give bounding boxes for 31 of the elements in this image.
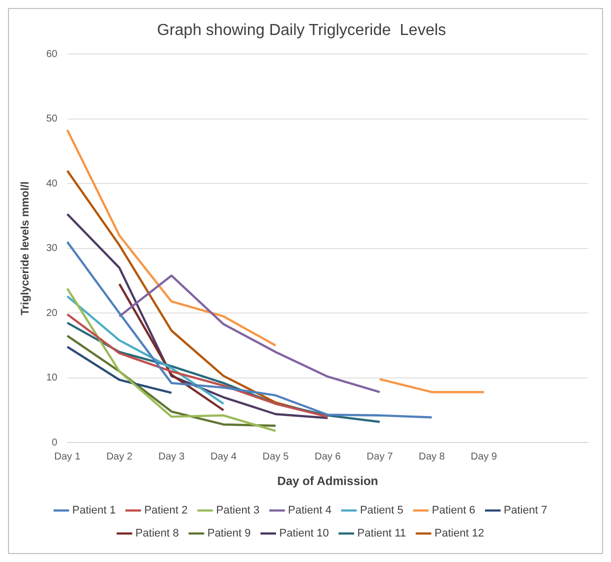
x-tick-label: Day 9: [470, 451, 498, 462]
legend-label: Patient 2: [144, 504, 188, 517]
y-tick-label: 50: [46, 114, 58, 125]
legend-label: Patient 3: [216, 504, 260, 517]
legend-label: Patient 10: [279, 528, 329, 540]
legend-label: Patient 8: [135, 528, 179, 540]
legend-label: Patient 6: [432, 504, 476, 517]
y-tick-label: 0: [52, 437, 58, 448]
y-tick-label: 10: [46, 372, 58, 384]
legend-label: Patient 11: [357, 528, 406, 540]
legend-label: Patient 5: [360, 504, 404, 517]
chart-title: Graph showing Daily Triglyceride Levels: [156, 22, 446, 40]
y-tick-label: 60: [46, 48, 58, 60]
x-tick-label: Day 6: [314, 451, 342, 462]
y-axis-title: Triglyceride levels mmol/l: [20, 181, 32, 316]
y-tick-label: 40: [46, 178, 58, 190]
x-tick-label: Day 5: [262, 451, 290, 462]
legend-label: Patient 12: [434, 528, 484, 540]
x-tick-label: Day 4: [210, 451, 238, 462]
y-tick-label: 30: [46, 243, 58, 254]
legend-label: Patient 7: [504, 504, 548, 517]
x-tick-label: Day 1: [54, 451, 81, 462]
legend-label: Patient 4: [288, 504, 332, 517]
legend-label: Patient 1: [72, 504, 116, 517]
legend-label: Patient 9: [207, 528, 251, 540]
x-tick-label: Day 7: [366, 451, 394, 462]
y-tick-label: 20: [46, 308, 58, 319]
x-tick-label: Day 8: [418, 451, 446, 462]
x-tick-label: Day 2: [106, 451, 133, 462]
x-tick-label: Day 3: [158, 451, 185, 462]
x-axis-title: Day of Admission: [277, 474, 378, 488]
